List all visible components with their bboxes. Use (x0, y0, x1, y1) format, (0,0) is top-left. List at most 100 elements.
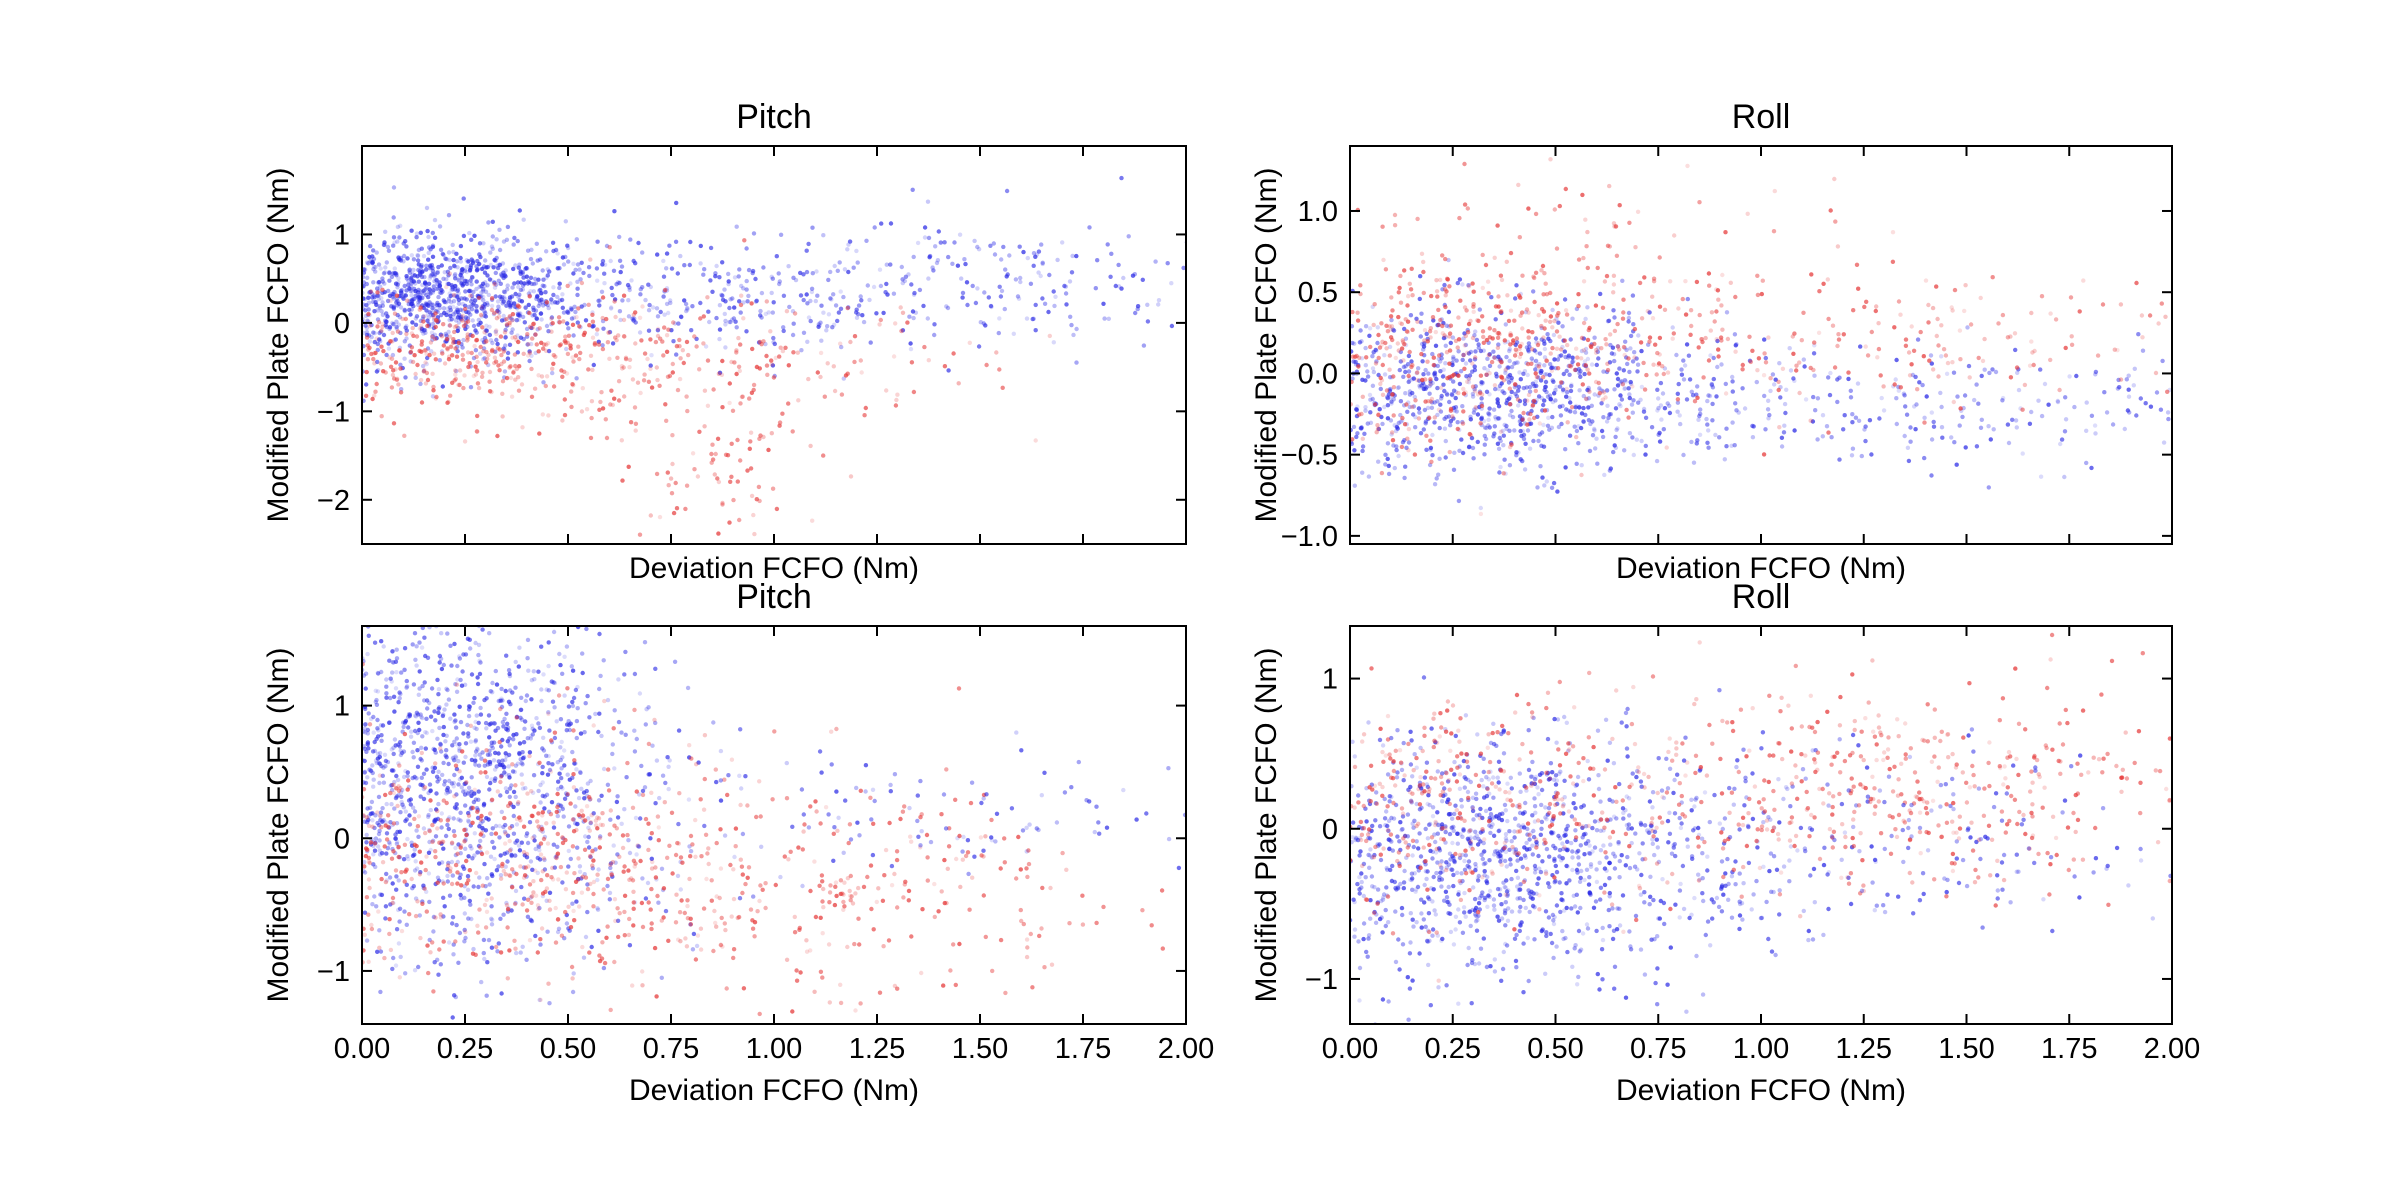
scatter-point (437, 660, 442, 665)
scatter-point (602, 271, 607, 276)
scatter-point (1501, 443, 1506, 448)
scatter-point (1016, 296, 1022, 301)
scatter-point (507, 736, 512, 741)
scatter-point (374, 250, 379, 255)
scatter-point (374, 302, 379, 307)
scatter-point (439, 263, 444, 268)
scatter-point (1576, 257, 1582, 262)
scatter-point (530, 336, 535, 341)
scatter-point (1581, 255, 1586, 261)
scatter-point (1561, 371, 1567, 377)
scatter-point (1551, 332, 1557, 338)
scatter-point (2063, 395, 2068, 400)
scatter-point (1376, 426, 1382, 432)
scatter-point (738, 458, 743, 463)
scatter-point (372, 309, 377, 314)
scatter-point (1617, 203, 1622, 208)
scatter-point (447, 323, 452, 328)
scatter-point (1153, 259, 1158, 264)
scatter-point (441, 760, 446, 766)
scatter-point (2048, 311, 2053, 316)
scatter-point (1391, 328, 1397, 333)
scatter-point (1545, 332, 1550, 337)
scatter-point (713, 274, 718, 279)
scatter-point (502, 330, 508, 335)
scatter-point (1498, 309, 1503, 315)
scatter-point (378, 361, 384, 366)
scatter-point (502, 716, 507, 722)
scatter-point (443, 331, 448, 337)
scatter-point (1467, 373, 1473, 378)
scatter-point (1398, 359, 1404, 364)
scatter-point (2126, 394, 2132, 399)
scatter-point (970, 283, 975, 289)
scatter-point (476, 763, 482, 768)
scatter-point (529, 394, 535, 399)
scatter-point (900, 310, 906, 315)
scatter-point (1627, 431, 1633, 436)
scatter-point (911, 315, 916, 321)
scatter-point (395, 777, 401, 783)
scatter-point (1664, 445, 1669, 450)
scatter-point (520, 287, 525, 292)
scatter-point (452, 310, 458, 315)
scatter-point (421, 314, 426, 319)
scatter-point (401, 724, 406, 730)
scatter-point (1733, 343, 1739, 348)
scatter-point (434, 807, 439, 812)
scatter-point (1496, 386, 1501, 392)
scatter-point (1874, 304, 1879, 309)
scatter-point (1601, 369, 1606, 374)
scatter-point (469, 775, 474, 780)
scatter-point (1443, 304, 1448, 310)
scatter-point (574, 821, 580, 827)
scatter-point (1557, 334, 1562, 339)
scatter-point (462, 439, 468, 444)
scatter-point (1476, 318, 1481, 324)
scatter-point (1409, 359, 1414, 364)
scatter-point (1485, 356, 1490, 361)
scatter-point (412, 631, 418, 636)
scatter-point (1611, 282, 1617, 287)
scatter-point (1482, 433, 1488, 439)
scatter-point (1710, 385, 1716, 390)
scatter-point (1453, 395, 1458, 401)
scatter-point (616, 398, 622, 403)
scatter-point (539, 698, 544, 704)
scatter-point (701, 272, 706, 277)
scatter-point (424, 716, 429, 721)
scatter-point (498, 698, 503, 703)
scatter-point (1046, 309, 1051, 315)
scatter-point (488, 250, 493, 255)
scatter-point (1987, 370, 1992, 376)
scatter-point (1002, 306, 1007, 312)
scatter-point (616, 719, 622, 725)
scatter-point (609, 305, 614, 310)
scatter-point (480, 266, 485, 271)
scatter-point (1920, 382, 1925, 388)
scatter-point (1525, 428, 1531, 433)
scatter-point (383, 265, 388, 270)
scatter-point (513, 794, 518, 800)
scatter-point (637, 315, 643, 320)
scatter-point (468, 278, 473, 283)
scatter-point (1407, 389, 1413, 394)
scatter-point (414, 235, 419, 240)
scatter-point (1482, 425, 1488, 430)
scatter-point (753, 276, 758, 282)
scatter-point (738, 302, 744, 308)
scatter-point (1452, 450, 1457, 455)
scatter-point (1876, 321, 1881, 326)
scatter-point (1508, 342, 1513, 347)
scatter-point (2283, 372, 2287, 376)
scatter-point (427, 310, 432, 315)
scatter-point (463, 838, 468, 843)
scatter-point (737, 368, 742, 374)
scatter-point (1375, 325, 1381, 330)
scatter-point (1068, 314, 1073, 319)
scatter-point (1466, 283, 1471, 288)
scatter-point (507, 320, 512, 326)
scatter-point (677, 376, 683, 382)
scatter-point (486, 891, 491, 896)
scatter-point (540, 764, 545, 770)
